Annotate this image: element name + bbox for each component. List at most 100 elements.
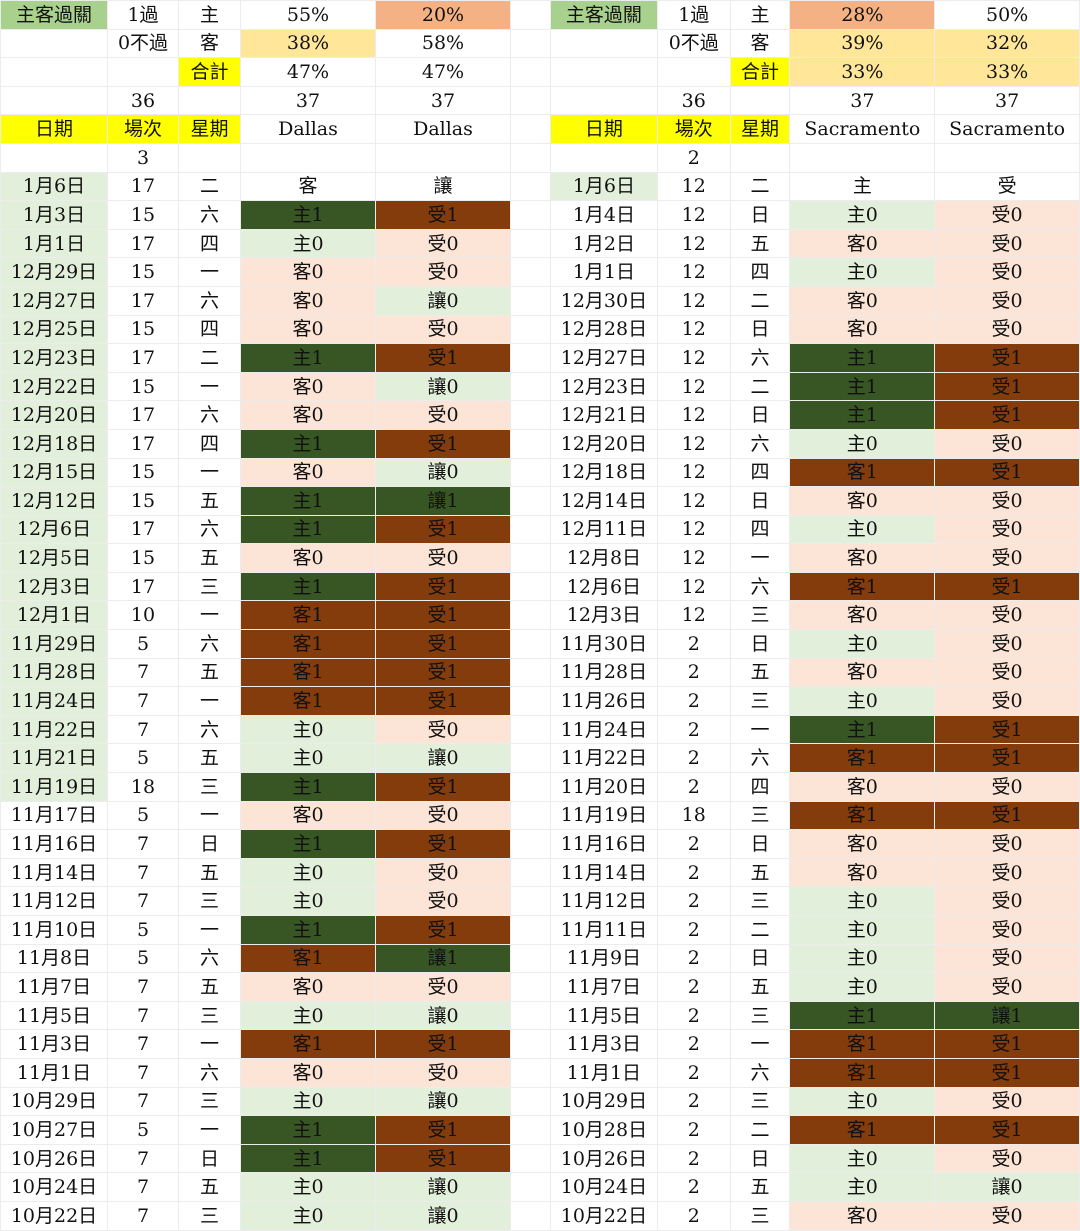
result-b-cell[interactable]: 受0 xyxy=(375,857,511,888)
game-date-cell[interactable]: 1月3日 xyxy=(0,200,108,230)
game-number-cell[interactable]: 12 xyxy=(656,228,731,259)
result-a-cell[interactable]: 主1 xyxy=(789,371,936,402)
game-number-cell[interactable]: 2 xyxy=(656,972,731,1002)
result-b-cell[interactable]: 受1 xyxy=(934,714,1080,745)
game-number-cell[interactable]: 2 xyxy=(656,1000,731,1031)
game-weekday-cell[interactable]: 三 xyxy=(178,886,241,916)
game-weekday-cell[interactable]: 日 xyxy=(178,1143,241,1174)
game-date-cell[interactable]: 10月29日 xyxy=(0,1086,108,1117)
result-b-cell[interactable]: 讓0 xyxy=(375,1000,511,1031)
pass-summary-label[interactable]: 主客過關 xyxy=(550,0,658,30)
game-weekday-cell[interactable]: 六 xyxy=(178,514,241,545)
result-b-cell[interactable]: 受0 xyxy=(934,1200,1080,1231)
game-date-cell[interactable]: 12月23日 xyxy=(0,343,108,373)
game-number-cell[interactable]: 12 xyxy=(656,457,731,488)
game-date-cell[interactable]: 12月18日 xyxy=(0,428,108,459)
game-date-cell[interactable]: 11月17日 xyxy=(0,800,108,831)
result-b-cell[interactable]: 受0 xyxy=(934,514,1080,545)
game-weekday-cell[interactable]: 五 xyxy=(729,657,791,688)
game-date-cell[interactable]: 11月26日 xyxy=(550,686,658,716)
result-b-cell[interactable]: 讓 xyxy=(375,171,511,202)
game-number-cell[interactable]: 7 xyxy=(107,1029,179,1059)
game-number-cell[interactable]: 18 xyxy=(656,800,731,831)
result-a-cell[interactable]: 客0 xyxy=(789,228,936,259)
game-weekday-cell[interactable]: 六 xyxy=(729,1057,791,1088)
result-a-cell[interactable]: 主0 xyxy=(789,257,936,287)
result-b-cell[interactable]: 受1 xyxy=(934,743,1080,774)
game-number-cell[interactable]: 12 xyxy=(656,171,731,202)
game-weekday-cell[interactable]: 四 xyxy=(729,772,791,802)
game-date-cell[interactable]: 11月9日 xyxy=(550,943,658,974)
game-weekday-cell[interactable]: 三 xyxy=(729,1000,791,1031)
empty-cell[interactable] xyxy=(934,142,1080,173)
game-weekday-cell[interactable]: 六 xyxy=(178,200,241,230)
result-a-cell[interactable]: 主0 xyxy=(789,1086,936,1117)
empty-cell[interactable] xyxy=(0,57,108,87)
game-weekday-cell[interactable]: 三 xyxy=(178,1000,241,1031)
result-a-cell[interactable]: 主0 xyxy=(789,943,936,974)
game-number-cell[interactable]: 5 xyxy=(107,943,179,974)
game-date-cell[interactable]: 1月6日 xyxy=(550,171,658,202)
game-weekday-cell[interactable]: 六 xyxy=(178,943,241,974)
game-date-cell[interactable]: 11月7日 xyxy=(550,972,658,1002)
game-number-cell[interactable]: 2 xyxy=(656,772,731,802)
game-date-cell[interactable]: 12月6日 xyxy=(550,571,658,602)
column-header-game[interactable]: 場次 xyxy=(656,114,731,144)
empty-cell[interactable] xyxy=(375,142,511,173)
game-number-cell[interactable]: 2 xyxy=(656,1200,731,1231)
game-weekday-cell[interactable]: 四 xyxy=(729,514,791,545)
home-pct-a[interactable]: 28% xyxy=(789,0,936,30)
game-number-cell[interactable]: 2 xyxy=(656,1029,731,1059)
result-a-cell[interactable]: 主1 xyxy=(789,1000,936,1031)
game-number-cell[interactable]: 12 xyxy=(656,486,731,516)
result-b-cell[interactable]: 讓0 xyxy=(375,457,511,488)
result-a-cell[interactable]: 客0 xyxy=(789,772,936,802)
game-date-cell[interactable]: 11月21日 xyxy=(0,743,108,774)
result-b-cell[interactable]: 受1 xyxy=(934,1029,1080,1059)
game-number-cell[interactable]: 7 xyxy=(107,1086,179,1117)
game-weekday-cell[interactable]: 四 xyxy=(178,428,241,459)
result-b-cell[interactable]: 受1 xyxy=(934,571,1080,602)
column-header-team-b[interactable]: Sacramento xyxy=(934,114,1080,144)
empty-cell[interactable] xyxy=(178,85,241,116)
game-weekday-cell[interactable]: 一 xyxy=(178,915,241,945)
game-date-cell[interactable]: 11月22日 xyxy=(0,714,108,745)
game-date-cell[interactable]: 12月30日 xyxy=(550,285,658,316)
game-number-cell[interactable]: 17 xyxy=(107,571,179,602)
total-label[interactable]: 合計 xyxy=(729,57,791,87)
result-b-cell[interactable]: 受0 xyxy=(375,400,511,430)
count-c[interactable]: 37 xyxy=(375,85,511,116)
result-a-cell[interactable]: 客0 xyxy=(240,1057,376,1088)
empty-cell[interactable] xyxy=(656,57,731,87)
fail-label[interactable]: 0不過 xyxy=(656,28,731,59)
result-a-cell[interactable]: 主1 xyxy=(240,915,376,945)
result-a-cell[interactable]: 客0 xyxy=(240,400,376,430)
game-date-cell[interactable]: 1月1日 xyxy=(0,228,108,259)
game-date-cell[interactable]: 12月29日 xyxy=(0,257,108,287)
game-weekday-cell[interactable]: 二 xyxy=(729,1115,791,1145)
game-weekday-cell[interactable]: 六 xyxy=(178,714,241,745)
game-number-cell[interactable]: 15 xyxy=(107,314,179,345)
game-weekday-cell[interactable]: 二 xyxy=(729,285,791,316)
result-a-cell[interactable]: 客1 xyxy=(240,686,376,716)
result-a-cell[interactable]: 客0 xyxy=(240,972,376,1002)
result-b-cell[interactable]: 受0 xyxy=(934,543,1080,573)
game-date-cell[interactable]: 11月29日 xyxy=(0,629,108,659)
result-a-cell[interactable]: 客1 xyxy=(240,943,376,974)
result-a-cell[interactable]: 主1 xyxy=(240,486,376,516)
result-b-cell[interactable]: 受0 xyxy=(934,829,1080,859)
game-weekday-cell[interactable]: 五 xyxy=(729,857,791,888)
game-weekday-cell[interactable]: 日 xyxy=(178,829,241,859)
game-date-cell[interactable]: 11月16日 xyxy=(0,829,108,859)
result-a-cell[interactable]: 客0 xyxy=(240,285,376,316)
game-date-cell[interactable]: 11月11日 xyxy=(550,915,658,945)
result-a-cell[interactable]: 主1 xyxy=(240,829,376,859)
column-header-team-a[interactable]: Dallas xyxy=(240,114,376,144)
result-b-cell[interactable]: 受1 xyxy=(375,571,511,602)
game-weekday-cell[interactable]: 五 xyxy=(178,857,241,888)
result-a-cell[interactable]: 客1 xyxy=(789,1029,936,1059)
game-weekday-cell[interactable]: 日 xyxy=(729,314,791,345)
game-weekday-cell[interactable]: 三 xyxy=(729,800,791,831)
game-date-cell[interactable]: 10月28日 xyxy=(550,1115,658,1145)
game-weekday-cell[interactable]: 日 xyxy=(729,486,791,516)
